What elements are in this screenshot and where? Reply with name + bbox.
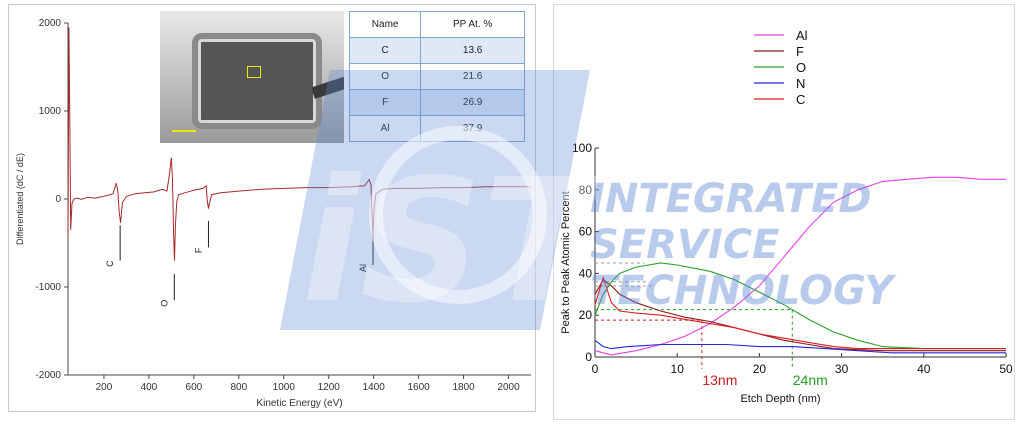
x-tick-label: 1800 (452, 382, 475, 393)
table-header-row: Name PP At. % (348, 11, 525, 38)
table-cell-element: O (348, 63, 422, 90)
sem-lead (311, 75, 344, 99)
series-line-o (594, 262, 1006, 350)
peak-label: C (105, 260, 115, 267)
y-tick-label: -2000 (35, 370, 61, 381)
y-tick-label: 80 (579, 183, 593, 197)
table-row: F 26.9 (348, 89, 525, 116)
x-tick-label: 0 (592, 362, 599, 376)
x-tick-label: 30 (835, 362, 849, 376)
x-tick-label: 1200 (318, 382, 341, 393)
y-tick-label: 40 (579, 266, 593, 280)
y-tick-label: 0 (55, 194, 61, 205)
peak-label: O (159, 300, 169, 307)
table-cell-value: 21.6 (420, 63, 525, 90)
table-row: C 13.6 (348, 37, 525, 64)
legend-label: O (796, 60, 806, 75)
x-tick-label: 50 (999, 362, 1013, 376)
sem-analysis-box (247, 66, 261, 78)
pp-atomic-table: Name PP At. % C 13.6 O 21.6 F 26.9 Al 37… (348, 11, 525, 142)
x-tick-label: 40 (917, 362, 931, 376)
legend-label: C (796, 92, 805, 107)
table-header-pp: PP At. % (420, 11, 525, 38)
y-tick-label: 100 (572, 141, 592, 155)
x-tick-label: 1600 (407, 382, 430, 393)
series-line-c (594, 275, 1006, 350)
depth-annotation: 13nm (702, 372, 737, 388)
peak-label: Al (358, 264, 368, 272)
y-tick-label: 1000 (39, 106, 62, 117)
sem-scale-bar (172, 130, 196, 132)
y-axis-label: Differentiated (dC / dE) (15, 153, 25, 245)
table-cell-value: 13.6 (420, 37, 525, 64)
y-tick-label: -1000 (35, 282, 61, 293)
depth-annotation: 24nm (793, 372, 828, 388)
table-cell-value: 26.9 (420, 89, 525, 116)
table-header-name: Name (348, 11, 422, 38)
x-tick-label: 800 (230, 382, 247, 393)
y-tick-label: 2000 (39, 18, 62, 29)
x-tick-label: 600 (186, 382, 203, 393)
x-axis-label: Kinetic Energy (eV) (256, 398, 342, 409)
legend-label: Al (796, 28, 808, 43)
y-tick-label: 0 (585, 350, 592, 364)
y-tick-label: 60 (579, 225, 593, 239)
table-cell-element: C (348, 37, 422, 64)
series-line-n (594, 339, 1006, 354)
legend-label: N (796, 76, 805, 91)
aes-spectrum-panel: -2000 -1000 0 1000 2000 200 400 600 800 1000 1200 1… (8, 4, 536, 412)
depth-profile-chart: 0 20 40 60 80 100 0 10 20 30 40 50 Etch Depth (nm) Pe… (560, 28, 1013, 405)
sem-image (160, 11, 344, 143)
table-cell-element: F (348, 89, 422, 116)
table-cell-value: 37.9 (420, 115, 525, 142)
legend-label: F (796, 44, 804, 59)
x-tick-label: 10 (671, 362, 685, 376)
x-tick-label: 2000 (497, 382, 520, 393)
x-tick-label: 1000 (273, 382, 296, 393)
aes-spectrum-chart: -2000 -1000 0 1000 2000 200 400 600 800 1000 1200 1… (15, 18, 531, 409)
y-tick-label: 20 (579, 308, 593, 322)
x-tick-label: 200 (96, 382, 113, 393)
series-line-al (594, 176, 1006, 356)
table-cell-element: Al (348, 115, 422, 142)
x-tick-label: 1400 (363, 382, 386, 393)
depth-profile-panel: 0 20 40 60 80 100 0 10 20 30 40 50 Etch Depth (nm) Pe… (553, 4, 1015, 420)
sem-sample-pad (198, 39, 316, 123)
peak-label: F (193, 247, 203, 253)
x-axis-label: Etch Depth (nm) (740, 393, 820, 405)
x-tick-label: 400 (141, 382, 158, 393)
x-tick-label: 20 (753, 362, 767, 376)
table-row: Al 37.9 (348, 115, 525, 142)
y-axis-label: Peak to Peak Atomic Percent (560, 191, 572, 333)
table-row: O 21.6 (348, 63, 525, 90)
